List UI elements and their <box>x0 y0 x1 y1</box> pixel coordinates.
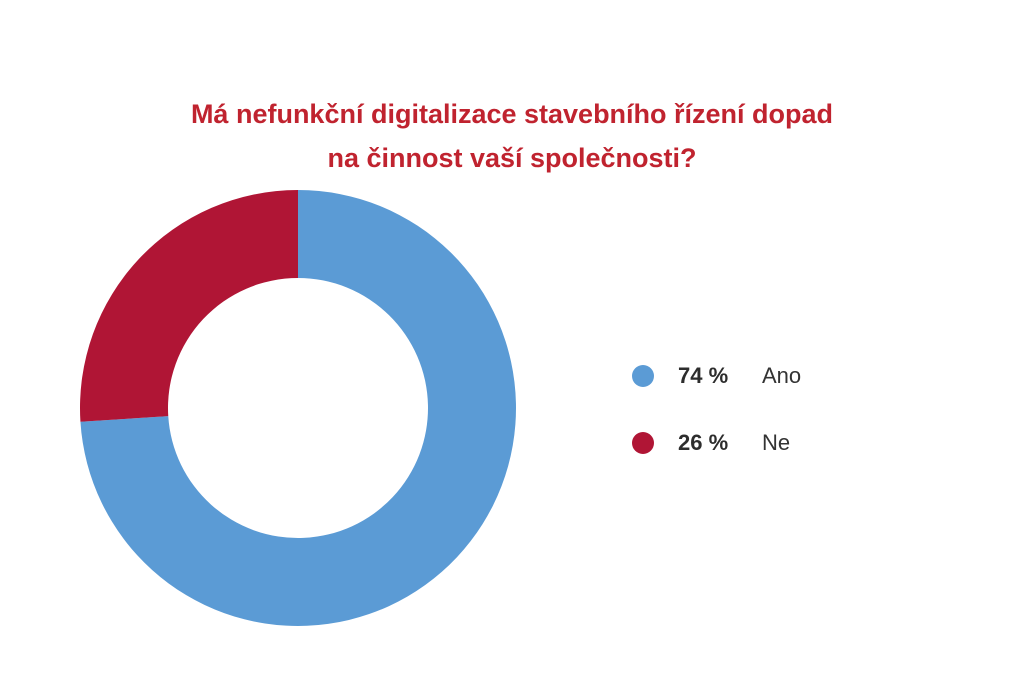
legend-item-ne: 26 % Ne <box>632 430 791 455</box>
legend-value-ano: 74 % <box>678 363 729 388</box>
legend-label-ano: Ano <box>762 363 802 388</box>
chart-title-line-2: na činnost vaší společnosti? <box>327 143 697 173</box>
chart-title: Má nefunkční digitalizace stavebního říz… <box>0 92 1024 180</box>
legend-value-ne: 26 % <box>678 430 729 455</box>
legend-dot-ne <box>632 432 654 454</box>
legend-item-ano: 74 % Ano <box>632 363 802 388</box>
legend-label-ne: Ne <box>762 430 791 455</box>
legend-dot-ano <box>632 365 654 387</box>
donut-slice-ano <box>80 190 516 626</box>
chart-title-line-1: Má nefunkční digitalizace stavebního říz… <box>190 99 834 129</box>
donut-slice-ne <box>80 190 298 422</box>
